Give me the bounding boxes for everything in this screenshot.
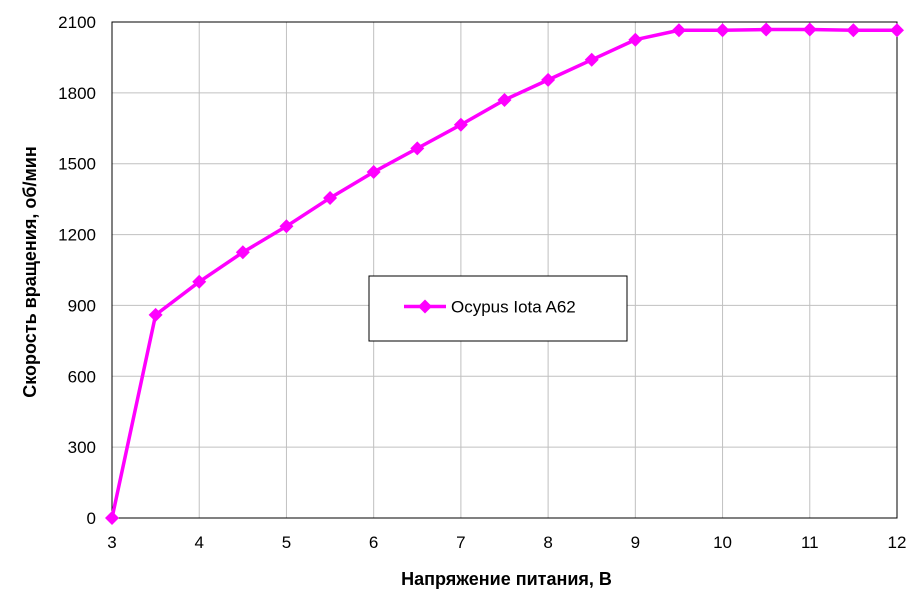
x-tick-label: 5 [282,533,291,552]
x-axis-tick-labels: 3 4 5 6 7 8 9 10 11 12 [107,533,906,552]
y-axis-tick-labels: 0 300 600 900 1200 1500 1800 2100 [58,13,96,528]
x-tick-label: 3 [107,533,116,552]
y-axis-title: Скорость вращения, об/мин [20,146,40,398]
data-point-marker [148,307,163,322]
y-tick-label: 900 [68,296,96,315]
y-tick-label: 1800 [58,84,96,103]
data-point-marker [628,32,643,47]
data-point-marker [366,164,381,179]
data-point-marker [715,23,730,38]
x-axis-title: Напряжение питания, В [401,569,612,589]
x-tick-label: 8 [543,533,552,552]
y-tick-label: 600 [68,367,96,386]
legend: Ocypus Iota A62 [368,275,628,342]
data-point-marker [410,141,425,156]
y-tick-label: 1200 [58,226,96,245]
legend-box [368,275,628,342]
data-point-marker [671,23,686,38]
data-point-marker [105,511,119,525]
y-tick-label: 300 [68,438,96,457]
data-point-marker [453,117,468,132]
y-tick-label: 2100 [58,13,96,32]
data-point-marker [584,52,599,67]
data-point-marker [192,274,207,289]
data-point-marker [497,92,512,107]
plot-area-frame [111,21,898,519]
data-point-marker [890,23,904,38]
legend-marker-diamond [418,299,432,314]
data-point-marker [279,219,294,234]
data-point-marker [541,72,556,87]
x-tick-label: 7 [456,533,465,552]
legend-label: Ocypus Iota A62 [451,298,576,317]
data-point-marker [802,22,817,37]
x-tick-label: 12 [888,533,907,552]
y-tick-label: 1500 [58,155,96,174]
x-tick-label: 6 [369,533,378,552]
x-tick-label: 4 [194,533,203,552]
x-tick-label: 10 [713,533,732,552]
y-tick-label: 0 [87,509,96,528]
data-point-marker [846,23,861,38]
data-point-marker [235,245,250,260]
data-point-marker [323,190,338,205]
data-point-marker [759,22,774,37]
x-tick-label: 11 [801,533,819,552]
x-tick-label: 9 [631,533,640,552]
series-layer [105,22,904,525]
